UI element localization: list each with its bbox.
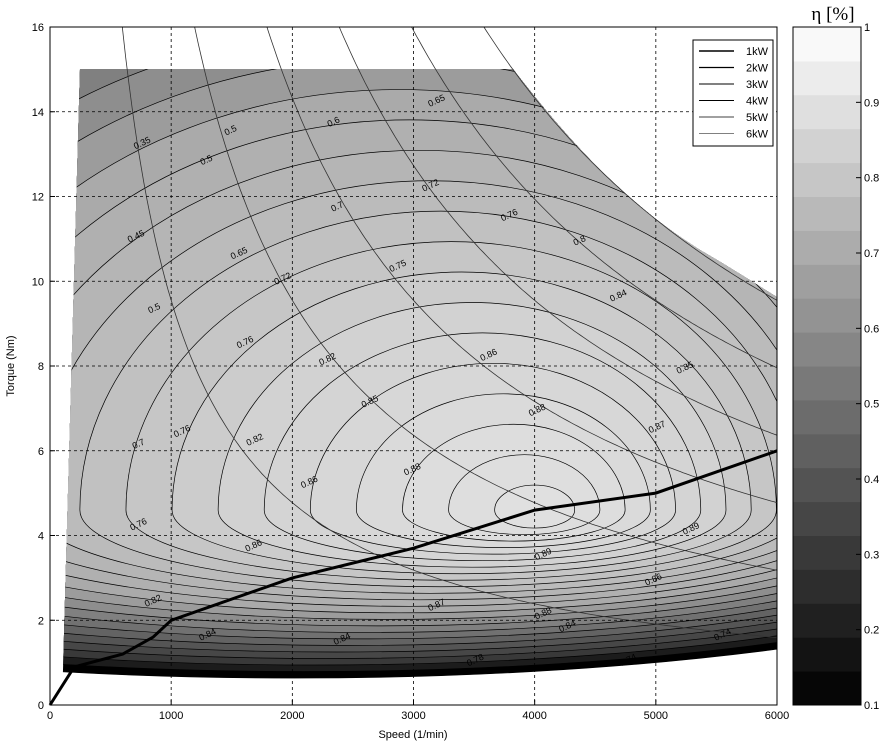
colorbar-step <box>793 264 861 299</box>
colorbar-tick-label: 0.6 <box>864 323 879 335</box>
y-tick-label: 2 <box>38 615 44 627</box>
colorbar-step <box>793 94 861 130</box>
y-tick-label: 4 <box>38 531 44 543</box>
y-tick-label: 14 <box>32 107 44 119</box>
colorbar-step <box>793 433 861 469</box>
x-tick-label: 0 <box>47 710 53 722</box>
x-tick-label: 3000 <box>401 710 425 722</box>
colorbar-step <box>793 569 861 604</box>
x-axis-label: Speed (1/min) <box>378 729 447 741</box>
colorbar-step <box>793 27 861 62</box>
contour-label: 0.5 <box>223 123 239 137</box>
colorbar-step <box>793 671 861 706</box>
x-tick-label: 5000 <box>644 710 668 722</box>
contour-label: 0.5 <box>146 301 162 315</box>
colorbar: η [%] 0.1 0.2 0.3 0.4 0.5 0.6 0.7 0.8 0.9 1 <box>792 4 879 712</box>
x-tick-label: 2000 <box>280 710 304 722</box>
colorbar-step <box>793 366 861 401</box>
colorbar-step <box>793 298 861 333</box>
y-axis-label: Torque (Nm) <box>5 335 17 396</box>
x-axis: 0 1000 2000 3000 4000 5000 6000 <box>47 700 789 722</box>
x-tick-label: 6000 <box>765 710 789 722</box>
colorbar-step <box>793 467 861 503</box>
colorbar-step <box>793 535 861 570</box>
y-tick-label: 6 <box>38 446 44 458</box>
y-axis: 0 2 4 6 8 10 12 14 16 <box>32 22 55 712</box>
power-line-3kw <box>266 27 777 504</box>
y-tick-label: 10 <box>32 276 44 288</box>
colorbar-step <box>793 128 861 164</box>
contour-label: 0.5 <box>198 153 214 167</box>
colorbar-step <box>793 399 861 435</box>
colorbar-title: η [%] <box>811 4 854 25</box>
colorbar-step <box>793 637 861 672</box>
colorbar-tick-label: 0.7 <box>864 248 879 260</box>
colorbar-step <box>793 501 861 536</box>
legend-label: 2kW <box>746 63 769 75</box>
legend-label: 3kW <box>746 79 769 91</box>
power-line-4kw <box>338 27 777 436</box>
power-line-2kw <box>194 27 777 571</box>
colorbar-step <box>793 162 861 197</box>
y-tick-label: 12 <box>32 192 44 204</box>
y-tick-label: 8 <box>38 361 44 373</box>
colorbar-frame <box>792 26 862 706</box>
colorbar-step <box>793 230 861 265</box>
legend-label: 4kW <box>746 96 769 108</box>
contour-label: 0.7 <box>131 437 147 451</box>
colorbar-step <box>793 196 861 231</box>
colorbar-step <box>793 60 861 96</box>
y-tick-label: 0 <box>38 700 44 712</box>
power-line-6kw <box>483 27 777 301</box>
colorbar-tick-label: 0.1 <box>864 700 879 712</box>
legend-box <box>692 39 774 147</box>
colorbar-tick-label: 0.5 <box>864 399 879 411</box>
legend-label: 5kW <box>746 112 769 124</box>
contour-label: 0.8 <box>572 233 588 247</box>
x-tick-label: 1000 <box>159 710 183 722</box>
colorbar-tick-label: 0.4 <box>864 474 879 486</box>
contour-label: 0.7 <box>329 199 345 213</box>
colorbar-tick-label: 0.2 <box>864 625 879 637</box>
colorbar-tick-label: 1 <box>864 22 870 34</box>
colorbar-step <box>793 332 861 367</box>
colorbar-tick-label: 0.8 <box>864 173 879 185</box>
legend: 1kW 2kW 3kW 4kW 5kW 6kW <box>692 39 774 147</box>
legend-label: 1kW <box>746 46 769 58</box>
colorbar-step <box>793 603 861 638</box>
colorbar-tick-label: 0.9 <box>864 97 879 109</box>
x-tick-label: 4000 <box>522 710 546 722</box>
legend-label: 6kW <box>746 129 769 141</box>
operating-line <box>48 449 778 706</box>
contour-label: 0.6 <box>326 115 342 129</box>
y-tick-label: 16 <box>32 22 44 34</box>
power-lines <box>121 27 777 638</box>
power-line-1kw <box>121 27 777 638</box>
colorbar-tick-label: 0.3 <box>864 549 879 561</box>
power-line-5kw <box>411 27 777 369</box>
